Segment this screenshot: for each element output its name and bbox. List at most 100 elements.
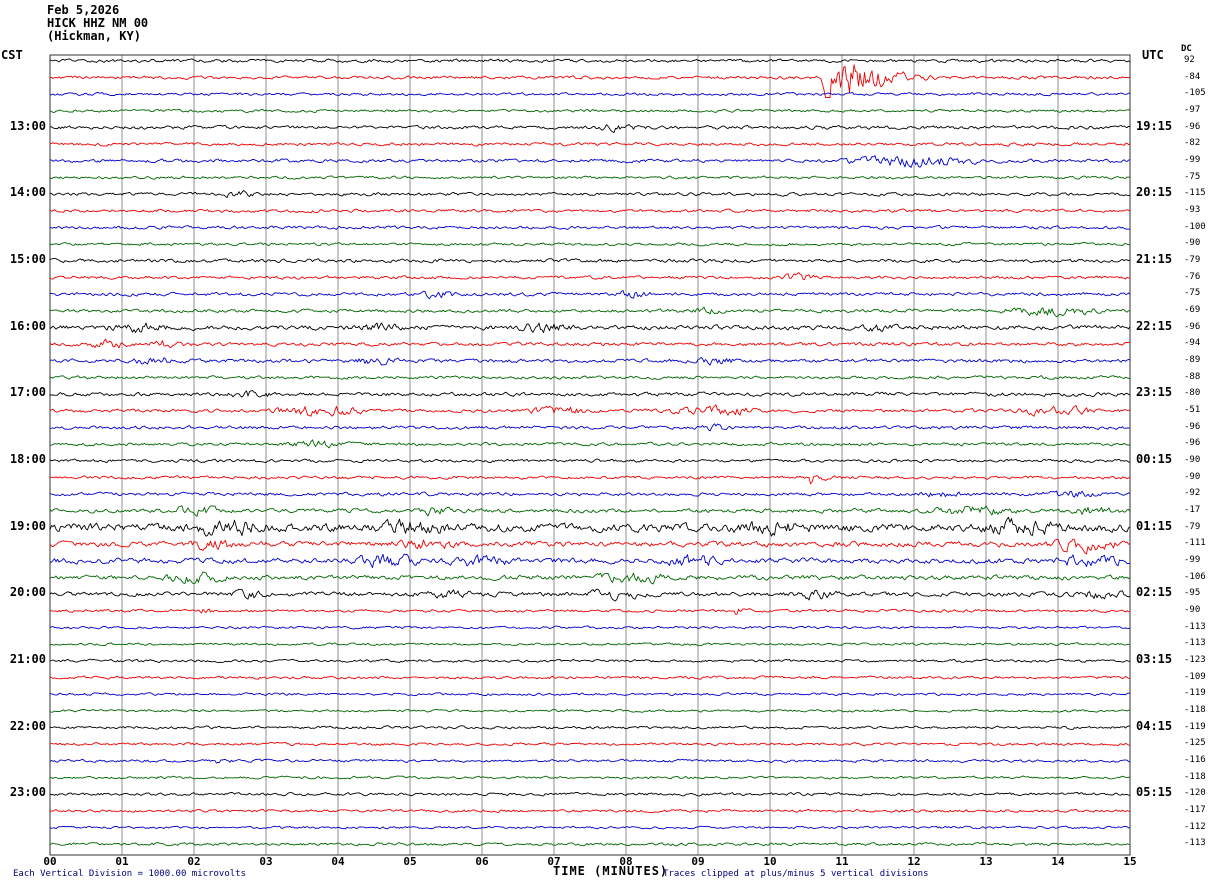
dc-value: -116 (1184, 754, 1206, 765)
dc-value: -89 (1184, 354, 1201, 365)
dc-value: -99 (1184, 554, 1201, 565)
dc-value: -90 (1184, 454, 1201, 465)
left-timezone-label: CST (1, 48, 23, 62)
dc-value: 92 (1184, 54, 1195, 65)
dc-value: -125 (1184, 738, 1206, 749)
utc-time-label: 04:15 (1136, 718, 1173, 733)
x-tick-label: 02 (187, 855, 201, 868)
x-tick-label: 01 (115, 855, 129, 868)
dc-value: -96 (1184, 121, 1201, 132)
x-tick-label: 10 (763, 855, 777, 868)
cst-time-label: 23:00 (9, 785, 46, 800)
utc-time-label: 02:15 (1136, 585, 1173, 600)
trace-row (49, 588, 1131, 602)
x-tick-label: 00 (43, 855, 57, 868)
trace-row (49, 375, 1131, 380)
dc-value: -120 (1184, 788, 1206, 799)
trace-row (49, 258, 1131, 264)
trace-row (49, 708, 1131, 713)
trace-row (49, 675, 1131, 680)
trace-row (49, 741, 1131, 747)
trace-row (49, 642, 1130, 647)
x-tick-label: 05 (403, 855, 417, 868)
x-tick-label: 04 (331, 855, 345, 868)
dc-value: -118 (1184, 771, 1206, 782)
utc-time-label: 19:15 (1136, 118, 1173, 133)
utc-time-label: 03:15 (1136, 651, 1173, 666)
trace-row (49, 505, 1131, 517)
trace-row (49, 108, 1131, 113)
x-tick-label: 11 (835, 855, 849, 868)
utc-time-label: 05:15 (1136, 785, 1173, 800)
dc-value: -88 (1184, 371, 1201, 382)
trace-row (49, 141, 1130, 147)
dc-value: -115 (1184, 188, 1206, 199)
trace-row (49, 175, 1131, 180)
dc-value: -123 (1184, 654, 1206, 665)
dc-value: -79 (1184, 254, 1201, 265)
utc-time-label: 21:15 (1136, 251, 1173, 266)
dc-value: -76 (1184, 271, 1201, 282)
x-axis-title: TIME (MINUTES) (553, 864, 669, 878)
trace-row (49, 608, 1131, 615)
x-tick-label: 07 (547, 855, 561, 868)
dc-value: -105 (1184, 88, 1206, 99)
header-station: HICK HHZ NM 00 (47, 16, 149, 30)
trace-row (49, 124, 1131, 134)
dc-value: -90 (1184, 604, 1201, 615)
dc-value: -112 (1184, 821, 1206, 832)
trace-row (49, 538, 1131, 555)
dc-value: -95 (1184, 588, 1201, 599)
dc-value: -119 (1184, 688, 1206, 699)
scale-note: Each Vertical Division = 1000.00 microvo… (13, 869, 246, 879)
trace-row (49, 64, 1131, 98)
utc-time-label: 23:15 (1136, 385, 1173, 400)
dc-value: -79 (1184, 521, 1201, 532)
trace-row (49, 475, 1131, 485)
dc-value: -106 (1184, 571, 1206, 582)
trace-row (49, 791, 1131, 797)
trace-row (49, 808, 1131, 814)
cst-time-label: 17:00 (9, 385, 46, 400)
dc-value: -96 (1184, 321, 1201, 332)
cst-time-label: 20:00 (9, 585, 46, 600)
trace-row (49, 190, 1131, 199)
trace-row (49, 423, 1131, 432)
cst-time-label: 16:00 (9, 318, 46, 333)
trace-row (49, 208, 1131, 214)
dc-value: -84 (1184, 71, 1201, 82)
trace-row (49, 390, 1131, 398)
cst-time-label: 14:00 (9, 185, 46, 200)
utc-time-label: 22:15 (1136, 318, 1173, 333)
dc-column-header: DC (1181, 44, 1192, 54)
dc-value: -17 (1184, 504, 1201, 515)
trace-row (49, 322, 1131, 333)
cst-time-label: 21:00 (9, 651, 46, 666)
dc-value: -111 (1184, 538, 1206, 549)
trace-row (49, 553, 1131, 568)
dc-value: -113 (1184, 621, 1206, 632)
header-location: (Hickman, KY) (47, 29, 141, 43)
dc-value: -96 (1184, 438, 1201, 449)
trace-row (49, 516, 1131, 537)
clip-note: Traces clipped at plus/minus 5 vertical … (663, 869, 929, 879)
trace-row (49, 842, 1131, 847)
dc-value: -96 (1184, 421, 1201, 432)
x-tick-label: 06 (475, 855, 489, 868)
trace-row (49, 571, 1131, 585)
header-date: Feb 5,2026 (47, 3, 120, 17)
trace-row (49, 490, 1131, 498)
x-tick-label: 08 (619, 855, 633, 868)
trace-row (49, 775, 1131, 780)
trace-row (49, 155, 1131, 168)
trace-row (49, 758, 1131, 764)
dc-value: -118 (1184, 704, 1206, 715)
dc-value: -109 (1184, 671, 1206, 682)
dc-value: -100 (1184, 221, 1206, 232)
dc-value: -97 (1184, 104, 1201, 115)
dc-value: -92 (1184, 488, 1201, 499)
dc-value: -90 (1184, 238, 1201, 249)
dc-value: -119 (1184, 721, 1206, 732)
grid-lines (49, 54, 1131, 856)
